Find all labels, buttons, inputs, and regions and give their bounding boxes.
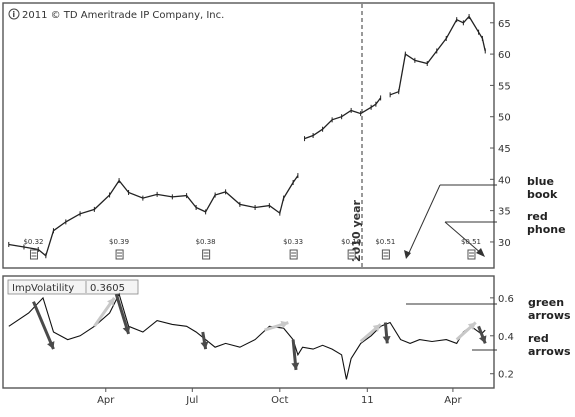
red-phone-pointer <box>444 221 483 255</box>
green-arrow-head <box>107 297 115 306</box>
copyright-text: 2011 © TD Ameritrade IP Company, Inc. <box>22 10 224 21</box>
info-icon-glyph: i <box>12 10 15 19</box>
x-tick-label: Apr <box>444 395 462 406</box>
dividend-label: $0.10 <box>341 238 361 246</box>
info-icon <box>8 8 20 20</box>
dividend-label: $0.51 <box>461 238 481 246</box>
dividend-icon <box>381 249 390 260</box>
vol-y-tick-label: 0.2 <box>498 370 514 381</box>
red-phone-arrowhead <box>476 248 485 257</box>
dividend-label: $0.33 <box>283 238 303 246</box>
annotation-callouts <box>404 184 497 351</box>
red-arrow-head <box>200 341 209 350</box>
dividend-icon <box>467 249 476 260</box>
price-y-tick-label: 30 <box>498 238 511 249</box>
x-tick-label: Oct <box>271 395 288 406</box>
vol-y-tick-label: 0.6 <box>498 294 514 305</box>
dividend-icon <box>202 249 211 260</box>
dividend-label: $0.39 <box>109 238 129 246</box>
price-y-tick-label: 45 <box>498 144 511 155</box>
red-arrow-head <box>122 326 131 334</box>
volatility-label-frame <box>7 279 139 295</box>
volatility-label-box: ImpVolatility 0.3605 <box>7 279 139 295</box>
green-arrow-head <box>280 320 289 329</box>
dividend-icon <box>115 249 124 260</box>
volatility-value: 0.3605 <box>90 283 125 294</box>
dividend-label: $0.38 <box>196 238 216 246</box>
blue-book-label: blue book <box>527 175 558 201</box>
price-y-tick-label: 55 <box>498 81 511 92</box>
copyright-header: i 2011 © TD Ameritrade IP Company, Inc. <box>8 8 224 21</box>
dividend-label: $0.32 <box>23 238 43 246</box>
price-y-tick-label: 35 <box>498 207 511 218</box>
x-tick-label: Jul <box>185 395 198 406</box>
price-y-tick-label: 50 <box>498 113 511 124</box>
dividend-icon <box>289 249 298 260</box>
price-y-tick-label: 65 <box>498 19 511 30</box>
price-line <box>8 175 299 257</box>
red-arrow <box>32 301 55 350</box>
red-arrow-head <box>478 335 487 344</box>
blue-book-arrowhead <box>404 250 411 259</box>
x-tick-label: 11 <box>361 395 374 406</box>
price-y-tick-label: 40 <box>498 175 511 186</box>
red-arrow-head <box>47 341 55 350</box>
volatility-label: ImpVolatility <box>12 283 74 294</box>
red-arrow-head <box>291 362 300 370</box>
dividend-icon <box>347 249 356 260</box>
dividend-icon <box>29 249 38 260</box>
green-arrow-head <box>467 322 476 331</box>
vol-y-tick-label: 0.4 <box>498 332 514 343</box>
green-arrows-label: green arrows <box>528 296 571 322</box>
green-arrow-head <box>372 324 381 333</box>
dividend-label: $0.51 <box>375 238 395 246</box>
red-arrows-label: red arrows <box>528 332 571 358</box>
x-tick-label: Apr <box>97 395 115 406</box>
red-arrow-head <box>382 336 391 344</box>
price-line <box>304 97 382 140</box>
price-panel-frame <box>2 2 495 269</box>
year-divider-label: 2010 year <box>350 200 363 262</box>
price-y-tick-label: 60 <box>498 50 511 61</box>
chart-marks: 30 35 40 45 50 55 60 65 0.2 0.4 0.6 Apr Jul Oct 11 Apr $… <box>8 14 514 406</box>
blue-book-pointer <box>407 184 441 256</box>
red-phone-label: red phone <box>527 210 566 236</box>
